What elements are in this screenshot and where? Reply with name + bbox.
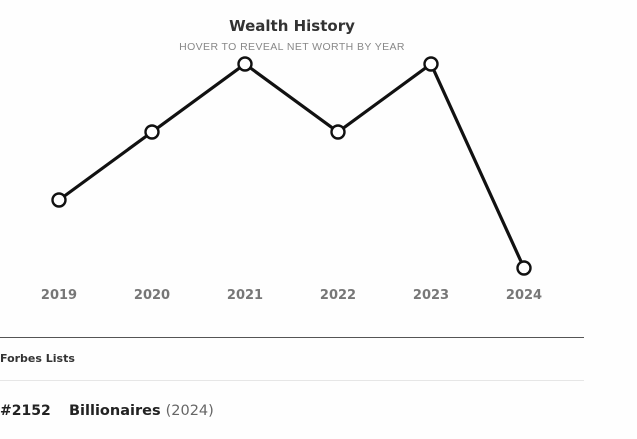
forbes-lists-heading: Forbes Lists: [0, 352, 75, 365]
data-point-2024[interactable]: [516, 260, 532, 276]
chart-plot: 2019 2020 2021 2022 2023 2024: [41, 56, 542, 303]
chart-title: Wealth History: [229, 17, 355, 35]
lists-divider: [0, 380, 584, 381]
data-point-2020[interactable]: [144, 124, 160, 140]
series-line: [58, 61, 526, 269]
data-point-2022[interactable]: [330, 124, 346, 140]
x-tick-label-2019: 2019: [41, 288, 77, 303]
x-tick-label-2023: 2023: [413, 288, 449, 303]
data-point-2021[interactable]: [237, 56, 253, 72]
wealth-history-chart: Wealth History HOVER TO REVEAL NET WORTH…: [41, 17, 542, 303]
list-rank: #2152: [0, 403, 51, 419]
x-tick-label-2021: 2021: [227, 288, 263, 303]
x-tick-label-2022: 2022: [320, 288, 356, 303]
data-point-2023[interactable]: [423, 56, 439, 72]
x-tick-label-2024: 2024: [506, 288, 542, 303]
list-name-link[interactable]: Billionaires: [69, 403, 161, 419]
list-year: (2024): [165, 403, 214, 419]
data-point-2019[interactable]: [51, 192, 67, 208]
forbes-list-item: #2152 Billionaires (2024): [0, 403, 214, 419]
chart-subtitle: HOVER TO REVEAL NET WORTH BY YEAR: [179, 41, 405, 53]
x-tick-label-2020: 2020: [134, 288, 170, 303]
section-divider: [0, 337, 584, 338]
